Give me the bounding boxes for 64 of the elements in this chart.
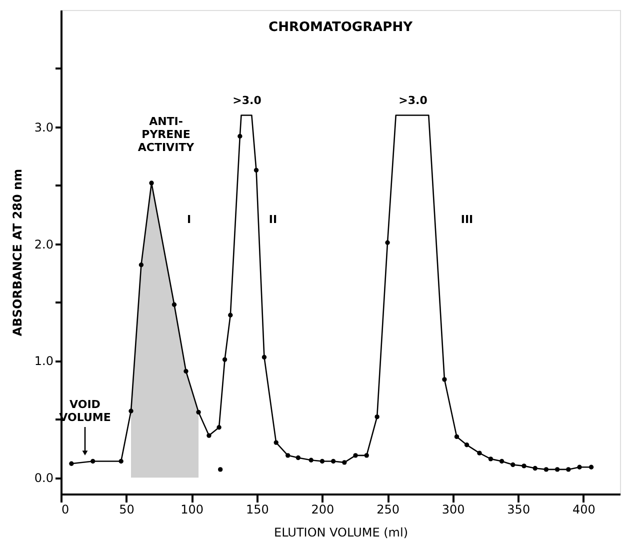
- x-tick-label: 400: [572, 502, 596, 516]
- point: [522, 464, 526, 468]
- point: [385, 240, 390, 245]
- point: [69, 461, 74, 466]
- x-tick-label: 150: [246, 502, 269, 516]
- point: [149, 180, 154, 186]
- point: [216, 425, 222, 430]
- point: [218, 467, 223, 472]
- x-tick-label: 50: [119, 502, 134, 516]
- point: [286, 453, 290, 458]
- x-axis-title: ELUTION VOLUME (ml): [274, 526, 408, 540]
- point: [510, 462, 516, 468]
- point: [206, 433, 212, 438]
- point: [196, 410, 201, 415]
- y-tick-label: 3.0: [34, 120, 54, 134]
- point: [90, 458, 96, 464]
- point: [222, 357, 228, 362]
- point: [342, 460, 347, 465]
- point: [320, 458, 325, 464]
- point: [364, 453, 369, 458]
- x-tick-label: 350: [507, 502, 530, 516]
- annotation: III: [460, 213, 474, 226]
- point: [499, 458, 504, 464]
- point: [184, 368, 188, 374]
- point: [254, 168, 259, 173]
- point: [374, 414, 380, 420]
- point: [544, 467, 549, 472]
- point: [566, 467, 571, 472]
- annotation: I: [186, 213, 192, 226]
- y-tick-label: 0.0: [34, 471, 54, 486]
- point: [128, 408, 134, 414]
- y-tick-label: 2.0: [34, 237, 54, 252]
- point: [330, 458, 336, 464]
- x-tick-label: 0: [62, 502, 70, 516]
- point: [274, 440, 278, 445]
- point: [554, 467, 560, 472]
- annotation: II: [268, 213, 278, 226]
- point: [442, 377, 447, 382]
- point: [532, 466, 538, 471]
- annotation: >3.0: [232, 94, 262, 107]
- x-tick-label: 250: [376, 502, 400, 516]
- point: [588, 464, 594, 470]
- point: [477, 450, 482, 456]
- y-axis-title: ABSORBANCE AT 280 nm: [10, 168, 24, 336]
- text: CHROMATOGRAPHY: [268, 20, 414, 35]
- point: [238, 134, 242, 139]
- point: [262, 354, 267, 360]
- point: [488, 456, 494, 462]
- x-tick-label: 100: [180, 502, 204, 516]
- y-tick-label: 1.0: [34, 354, 54, 368]
- point: [172, 302, 177, 307]
- point: [464, 442, 470, 448]
- point: [308, 458, 314, 462]
- x-tick-label: 200: [311, 502, 334, 516]
- x-tick-label: 300: [442, 502, 465, 516]
- point: [118, 458, 124, 464]
- point: [577, 464, 582, 470]
- point: [138, 262, 144, 268]
- point: [353, 453, 358, 458]
- point: [454, 434, 460, 440]
- point: [228, 312, 233, 318]
- annotation: >3.0: [398, 94, 428, 107]
- annotation: ANTI- PYRENE ACTIVITY: [138, 115, 196, 154]
- point: [296, 455, 301, 460]
